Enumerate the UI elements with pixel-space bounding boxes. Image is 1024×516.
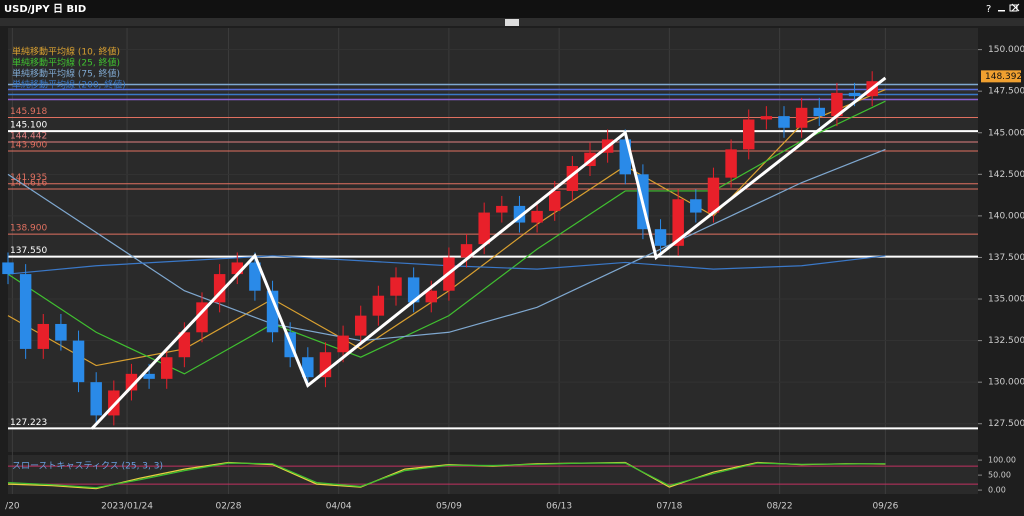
candle-body — [125, 373, 138, 391]
candle-body — [707, 177, 720, 213]
collapse-tab[interactable] — [505, 19, 519, 26]
candle-body — [90, 382, 102, 416]
level-label: 141.935 — [10, 173, 47, 183]
last-price-tag — [981, 70, 1021, 83]
level-label: 144.442 — [10, 132, 47, 142]
candle-body — [266, 290, 279, 333]
candle-body — [654, 229, 667, 246]
x-tick-label: 09/26 — [872, 502, 898, 512]
main-plot — [8, 28, 978, 452]
legend-entry: 単純移動平均線 (25, 終値) — [12, 57, 120, 69]
y-tick-label: 50.00 — [988, 471, 1011, 480]
candle-body — [619, 139, 632, 175]
help-button[interactable]: ? — [986, 4, 991, 15]
candle-body — [795, 107, 808, 128]
y-tick-label: 145.000 — [988, 128, 1024, 138]
y-tick-label: 130.000 — [988, 378, 1024, 388]
candle-body — [37, 323, 50, 349]
candle-body — [831, 92, 843, 117]
x-tick-label: 04/04 — [326, 502, 352, 512]
candle-body — [143, 373, 155, 379]
x-tick-label: 06/13 — [546, 502, 572, 512]
candle-body — [337, 335, 349, 353]
y-tick-label: 137.500 — [988, 253, 1024, 263]
legend-entry: 単純移動平均線 (75, 終値) — [12, 68, 120, 80]
title: USD/JPY 日 BID — [4, 3, 86, 15]
candle-body — [213, 274, 226, 303]
candle-body — [813, 107, 826, 117]
candle-body — [302, 357, 314, 378]
candle-body — [513, 205, 526, 223]
candle-body — [478, 212, 490, 245]
candle-body — [19, 274, 32, 349]
candle-body — [231, 262, 244, 275]
level-label: 138.900 — [10, 224, 47, 234]
ma-line — [7, 148, 886, 342]
level-label: 145.100 — [10, 121, 47, 131]
candle-body — [690, 199, 702, 213]
sub-plot — [8, 455, 978, 494]
minimize-button[interactable] — [998, 10, 1005, 12]
y-tick-label: 127.500 — [988, 419, 1024, 429]
x-tick-label: 02/28 — [215, 502, 241, 512]
x-tick-label: 08/22 — [767, 502, 793, 512]
x-tick-label: /20 — [5, 502, 20, 512]
level-label: 127.223 — [10, 418, 47, 428]
x-tick-label: 2023/01/24 — [101, 502, 153, 512]
trendline — [90, 76, 887, 430]
candle-body — [742, 119, 755, 150]
x-tick-label: 05/09 — [436, 502, 462, 512]
level-label: 143.900 — [10, 141, 47, 151]
candle-body — [249, 262, 261, 291]
candle-body — [672, 199, 684, 246]
y-tick-label: 142.500 — [988, 170, 1024, 180]
candle-body — [319, 352, 332, 378]
y-tick-label: 140.000 — [988, 211, 1024, 221]
candle-body — [548, 190, 561, 211]
candle-body — [407, 277, 420, 303]
candle-body — [55, 323, 67, 341]
title-bar — [0, 0, 1024, 18]
candle-body — [160, 357, 173, 379]
candle-body — [372, 295, 385, 316]
legend-entry: 単純移動平均線 (200, 終値) — [12, 79, 126, 91]
close-button[interactable] — [1011, 3, 1020, 12]
candle-body — [778, 116, 790, 128]
candle-body — [425, 290, 438, 303]
candle-body — [531, 210, 543, 223]
level-label: 145.918 — [10, 107, 47, 117]
y-tick-label: 0.00 — [988, 486, 1006, 495]
level-label: 137.550 — [10, 246, 47, 256]
candle-body — [72, 340, 85, 383]
legend-entry: 単純移動平均線 (10, 終値) — [12, 46, 120, 58]
level-label: 141.616 — [10, 179, 47, 189]
last-price-label: 148.392 — [985, 72, 1022, 82]
candle-body — [196, 302, 208, 333]
candle-body — [848, 92, 861, 97]
indicator-title: スローストキャスティクス (25, 3, 3) — [12, 461, 163, 472]
candle-body — [2, 262, 14, 275]
candle-body — [760, 116, 773, 120]
candle-body — [460, 244, 473, 258]
y-tick-label: 132.500 — [988, 336, 1024, 346]
candle-body — [566, 166, 579, 191]
candle-body — [725, 149, 737, 178]
y-tick-label: 147.500 — [988, 87, 1024, 97]
candle-body — [108, 390, 120, 416]
y-tick-label: 135.000 — [988, 295, 1024, 305]
candle-body — [178, 332, 191, 358]
y-tick-label: 150.000 — [988, 45, 1024, 55]
candle-body — [390, 277, 402, 296]
candle-body — [496, 205, 508, 213]
x-tick-label: 07/18 — [656, 502, 682, 512]
stoch-line — [7, 462, 886, 489]
y-tick-label: 100.00 — [988, 456, 1016, 465]
candle-body — [354, 315, 367, 336]
